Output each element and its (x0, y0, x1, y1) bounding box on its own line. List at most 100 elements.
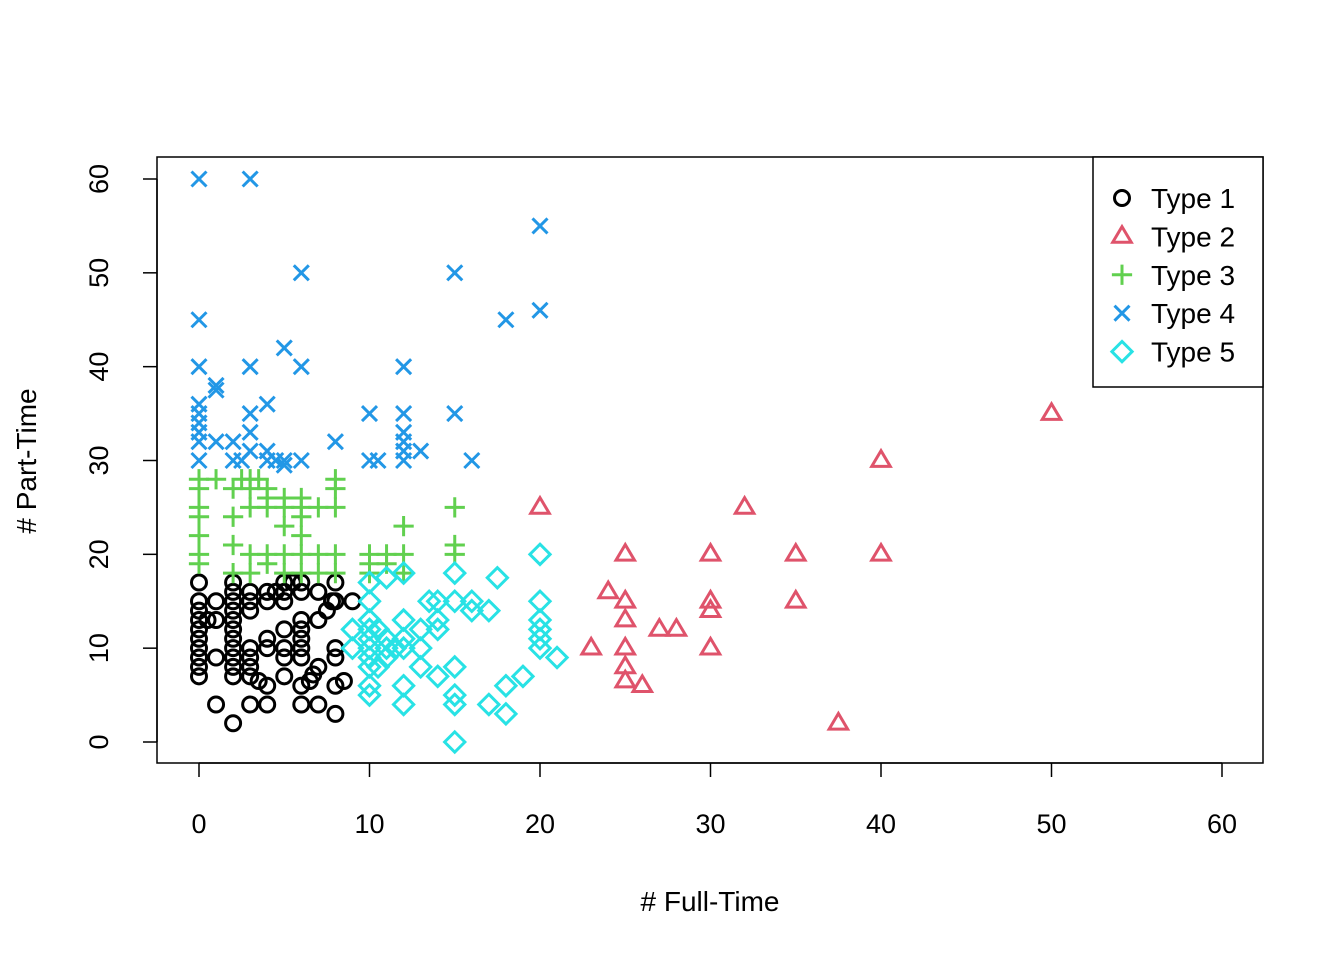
data-point-circle (241, 592, 260, 611)
data-point-circle (292, 582, 311, 601)
data-point-circle (190, 657, 208, 676)
data-point-plus (359, 544, 380, 565)
data-point-circle (207, 592, 226, 611)
data-point-circle (207, 695, 226, 714)
data-point-cross (207, 381, 225, 399)
data-point-plus (205, 469, 227, 490)
y-tick-label: 10 (84, 633, 114, 663)
data-point-circle (275, 620, 294, 639)
data-points (188, 170, 1064, 755)
data-point-plus (240, 562, 261, 584)
data-point-cross (326, 433, 344, 451)
data-point-circle (224, 714, 243, 733)
data-point-circle (334, 672, 353, 691)
data-point-diamond (459, 598, 485, 623)
data-point-cross (395, 423, 413, 441)
data-point-triangle (664, 616, 689, 637)
data-point-cross (497, 311, 515, 329)
data-point-plus (291, 562, 312, 584)
data-point-diamond (442, 560, 467, 586)
data-point-cross (241, 405, 259, 423)
data-point-plus (376, 544, 397, 565)
data-point-cross (241, 423, 259, 441)
data-point-diamond (485, 565, 510, 591)
y-tick-label: 60 (84, 164, 114, 194)
data-point-circle (198, 611, 217, 630)
data-point-circle (224, 592, 243, 611)
data-point-diamond (459, 589, 485, 614)
data-point-circle (258, 676, 277, 695)
data-point-plus (325, 497, 346, 518)
data-point-circle (275, 667, 294, 686)
series-5 (340, 542, 570, 755)
series-3 (188, 469, 465, 584)
data-point-cross (207, 433, 225, 451)
data-point-cross (224, 433, 242, 451)
x-tick-label: 20 (525, 809, 555, 839)
data-point-plus (325, 562, 346, 584)
data-point-cross (369, 451, 387, 470)
data-point-diamond (442, 692, 467, 717)
data-point-cross (190, 170, 208, 188)
data-point-circle (275, 592, 294, 611)
data-point-triangle (596, 579, 621, 600)
data-point-diamond (416, 589, 442, 614)
data-point-plus (274, 516, 295, 537)
data-point-plus (257, 544, 278, 565)
data-point-diamond (527, 617, 553, 642)
data-point-diamond (527, 635, 553, 661)
data-point-cross (241, 358, 259, 376)
data-point-plus (222, 478, 244, 499)
legend-label: Type 1 (1151, 183, 1235, 214)
x-tick-label: 60 (1207, 809, 1237, 839)
data-point-triangle (579, 635, 604, 656)
y-tick-label: 50 (84, 258, 114, 288)
data-point-diamond (527, 542, 553, 567)
data-point-circle (258, 639, 277, 658)
data-point-diamond (544, 645, 570, 670)
data-point-diamond (357, 673, 382, 698)
data-point-diamond (476, 692, 502, 717)
data-point-diamond (391, 560, 416, 586)
data-point-triangle (528, 494, 552, 515)
data-point-cross (207, 376, 225, 394)
data-point-diamond (408, 654, 433, 680)
x-tick-label: 50 (1036, 809, 1066, 839)
data-point-circle (275, 648, 294, 667)
data-point-circle (190, 629, 208, 648)
data-point-plus (274, 544, 295, 565)
data-point-plus (222, 506, 244, 527)
data-point-diamond (425, 664, 450, 689)
data-point-circle (241, 648, 260, 667)
data-point-diamond (408, 617, 433, 642)
data-point-plus (274, 487, 295, 509)
data-point-cross (190, 451, 208, 470)
data-point-diamond (510, 664, 536, 689)
x-tick-label: 10 (354, 809, 384, 839)
data-point-triangle (630, 673, 655, 694)
data-point-circle (258, 629, 277, 648)
data-point-diamond (527, 626, 553, 652)
data-point-cross (446, 405, 464, 423)
data-point-diamond (425, 589, 450, 614)
data-point-circle (292, 611, 311, 630)
data-point-cross (446, 264, 464, 282)
data-point-circle (190, 611, 208, 630)
data-point-plus (248, 469, 269, 490)
data-point-circle (258, 695, 277, 714)
data-point-circle (326, 704, 345, 723)
data-point-plus (291, 487, 312, 509)
data-point-circle (190, 639, 208, 658)
data-point-cross (292, 451, 310, 470)
data-point-cross (275, 339, 293, 357)
data-point-plus (240, 544, 261, 565)
x-tick-label: 0 (191, 809, 206, 839)
data-point-circle (241, 582, 260, 601)
data-point-triangle (732, 494, 757, 515)
data-point-triangle (826, 710, 851, 731)
data-point-triangle (698, 541, 723, 562)
data-point-diamond (382, 635, 408, 661)
data-point-circle (207, 611, 226, 630)
data-point-cross (241, 170, 259, 188)
